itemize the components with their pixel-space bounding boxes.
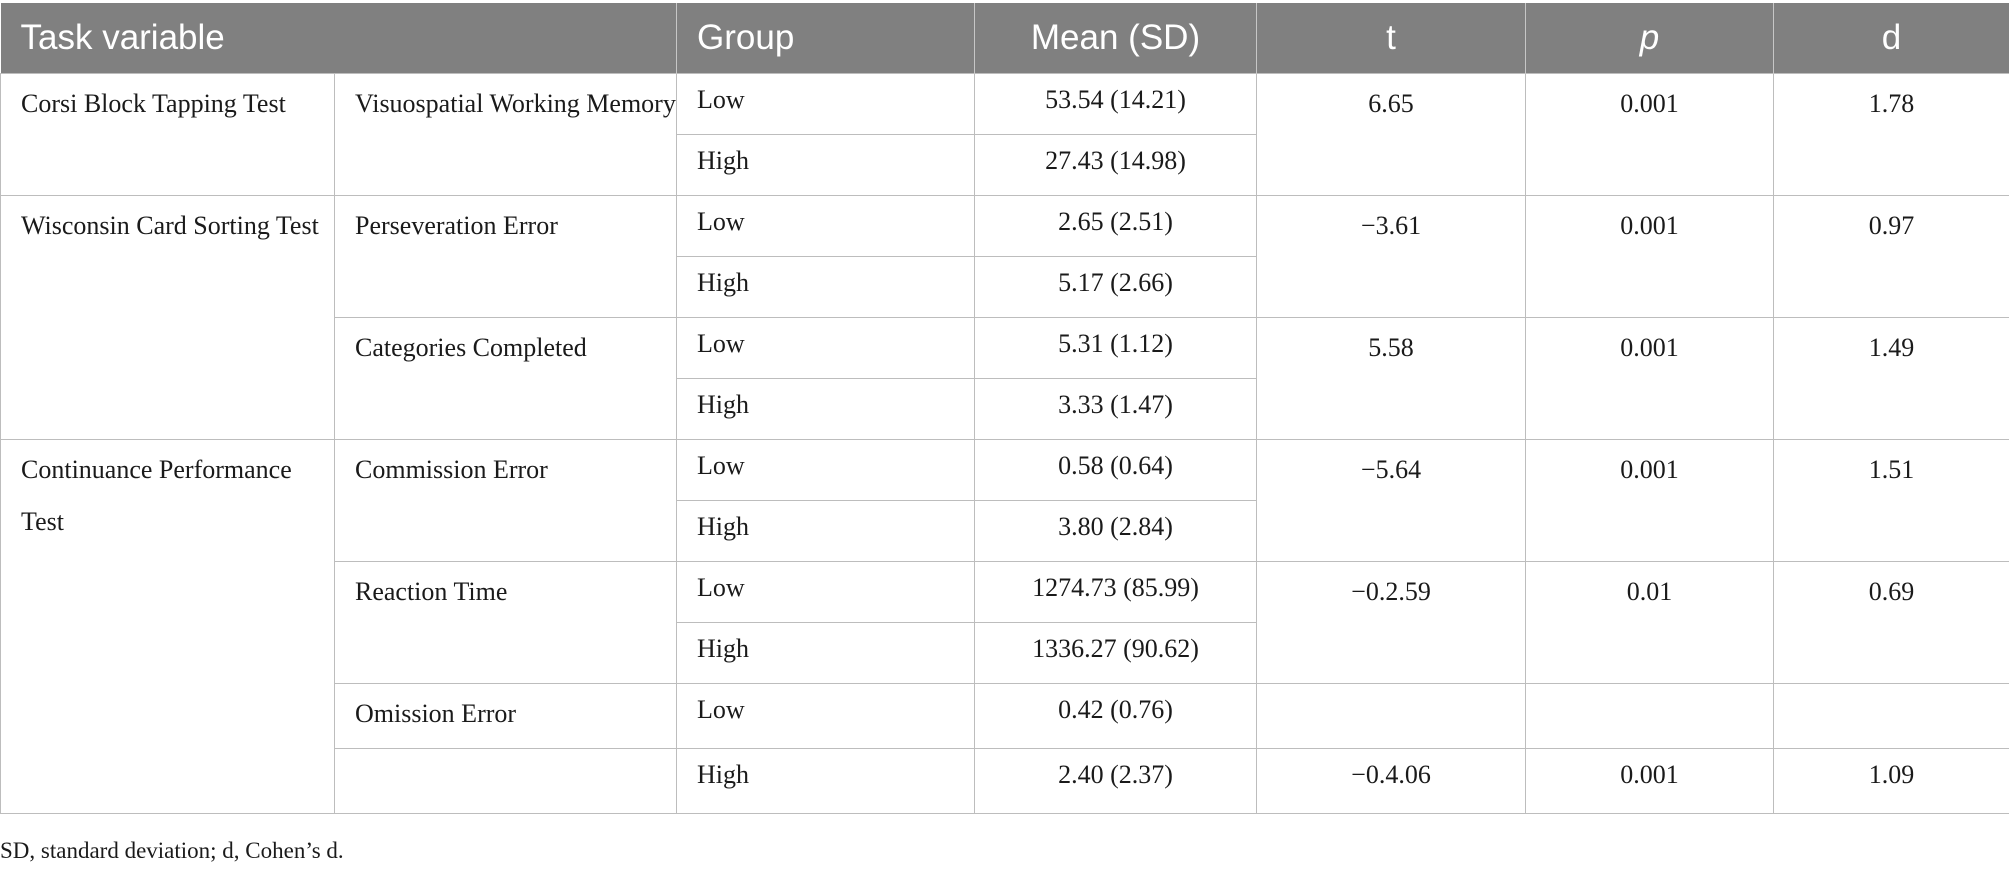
task-name: Wisconsin Card Sorting Test [0,195,335,440]
mean-sd-cell: 1336.27 (90.62) [974,622,1258,684]
p-cell: 0.001 [1525,73,1775,196]
p-cell: 0.01 [1525,561,1775,684]
mean-sd-cell: 27.43 (14.98) [974,134,1258,196]
header-row: Task variable Group Mean (SD) t p d [0,3,2009,74]
p-cell: 0.001 [1525,748,1775,814]
table-row: Corsi Block Tapping Test Visuospatial Wo… [0,73,2009,196]
group-cell: Low [676,195,976,257]
variable-name: Commission Error [333,439,678,562]
table-row: Wisconsin Card Sorting Test Perseveratio… [0,195,2009,440]
d-cell: 0.69 [1773,561,2009,684]
header-group: Group [676,3,976,74]
d-cell: 1.49 [1773,317,2009,440]
table-row: Categories Completed Low 5.31 (1.12) 5.5… [1,317,2009,440]
group-cell: Low [676,73,976,135]
mean-sd-cell: 2.65 (2.51) [974,195,1258,257]
mean-sd-cell: 3.80 (2.84) [974,500,1258,562]
header-mean-sd: Mean (SD) [974,3,1258,74]
task-name: Continuance Performance Test [0,439,335,814]
group-cell: Low [676,683,976,749]
t-cell: 5.58 [1256,317,1527,440]
table-row: High 3.33 (1.47) [1,378,2009,440]
task-name: Corsi Block Tapping Test [0,73,335,196]
header-d: d [1773,3,2009,74]
d-cell: 0.97 [1773,195,2009,318]
p-cell: 0.001 [1525,317,1775,440]
table-row: High 1336.27 (90.62) [1,622,2009,684]
t-cell: 6.65 [1256,73,1527,196]
mean-sd-cell: 5.17 (2.66) [974,256,1258,318]
t-cell-empty [1256,683,1527,749]
table-row: Continuance Performance Test Commission … [0,439,2009,814]
variable-name-empty [333,748,678,814]
group-cell: High [676,500,976,562]
table-row: High 3.80 (2.84) [1,500,2009,562]
t-cell: −3.61 [1256,195,1527,318]
table-row: High 2.40 (2.37) −0.4.06 0.001 1.09 [1,748,2009,814]
group-cell: High [676,256,976,318]
p-cell: 0.001 [1525,195,1775,318]
header-p: p [1525,3,1775,74]
t-cell: −0.4.06 [1256,748,1527,814]
mean-sd-cell: 0.58 (0.64) [974,439,1258,501]
table-row: Reaction Time Low 1274.73 (85.99) −0.2.5… [1,561,2009,684]
header-t: t [1256,3,1527,74]
table-row: High 27.43 (14.98) [1,134,2009,196]
variable-name: Omission Error [333,683,678,749]
mean-sd-cell: 3.33 (1.47) [974,378,1258,440]
variable-name: Categories Completed [333,317,678,440]
d-cell: 1.78 [1773,73,2009,196]
group-cell: Low [676,439,976,501]
mean-sd-cell: 53.54 (14.21) [974,73,1258,135]
results-table: Task variable Group Mean (SD) t p d Cors… [0,3,2009,814]
variable-name: Reaction Time [333,561,678,684]
group-cell: High [676,134,976,196]
header-task-variable: Task variable [0,3,678,74]
table-footnote: SD, standard deviation; d, Cohen’s d. [0,838,344,863]
d-cell-empty [1773,683,2009,749]
d-cell: 1.51 [1773,439,2009,562]
variable-name: Perseveration Error [333,195,678,318]
variable-name: Visuospatial Working Memory [333,73,678,196]
table-row: Omission Error Low 0.42 (0.76) [1,683,2009,749]
group-cell: High [676,622,976,684]
group-cell: High [676,748,976,814]
group-cell: High [676,378,976,440]
p-cell-empty [1525,683,1775,749]
p-cell: 0.001 [1525,439,1775,562]
mean-sd-cell: 1274.73 (85.99) [974,561,1258,623]
mean-sd-cell: 5.31 (1.12) [974,317,1258,379]
group-cell: Low [676,317,976,379]
group-cell: Low [676,561,976,623]
t-cell: −0.2.59 [1256,561,1527,684]
mean-sd-cell: 0.42 (0.76) [974,683,1258,749]
mean-sd-cell: 2.40 (2.37) [974,748,1258,814]
t-cell: −5.64 [1256,439,1527,562]
d-cell: 1.09 [1773,748,2009,814]
